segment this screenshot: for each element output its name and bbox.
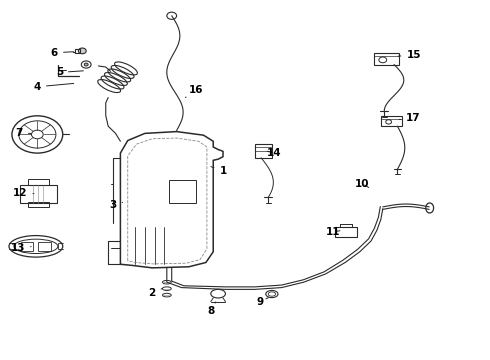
- Circle shape: [84, 63, 88, 66]
- Text: 16: 16: [185, 85, 203, 98]
- Text: 9: 9: [256, 297, 269, 307]
- Bar: [374, 53, 399, 64]
- Bar: [335, 227, 357, 237]
- Text: 6: 6: [51, 48, 74, 58]
- Text: 13: 13: [11, 243, 31, 253]
- Bar: [38, 242, 50, 251]
- Bar: [27, 202, 49, 207]
- Bar: [20, 185, 57, 203]
- Text: 12: 12: [13, 188, 34, 198]
- Bar: [169, 180, 196, 203]
- Bar: [21, 242, 33, 251]
- Text: 7: 7: [16, 129, 31, 138]
- Text: 3: 3: [109, 200, 122, 210]
- Text: 1: 1: [211, 166, 227, 176]
- Text: 4: 4: [34, 82, 74, 92]
- Text: 5: 5: [56, 67, 83, 77]
- Text: 17: 17: [399, 113, 421, 123]
- Text: 15: 15: [398, 50, 421, 60]
- Text: 10: 10: [355, 179, 369, 189]
- Text: 11: 11: [326, 227, 340, 237]
- Bar: [27, 179, 49, 185]
- Text: 8: 8: [207, 302, 216, 316]
- Circle shape: [78, 48, 86, 54]
- Text: 2: 2: [148, 288, 162, 298]
- Bar: [381, 116, 402, 126]
- Text: 14: 14: [267, 148, 282, 158]
- Bar: [255, 144, 272, 158]
